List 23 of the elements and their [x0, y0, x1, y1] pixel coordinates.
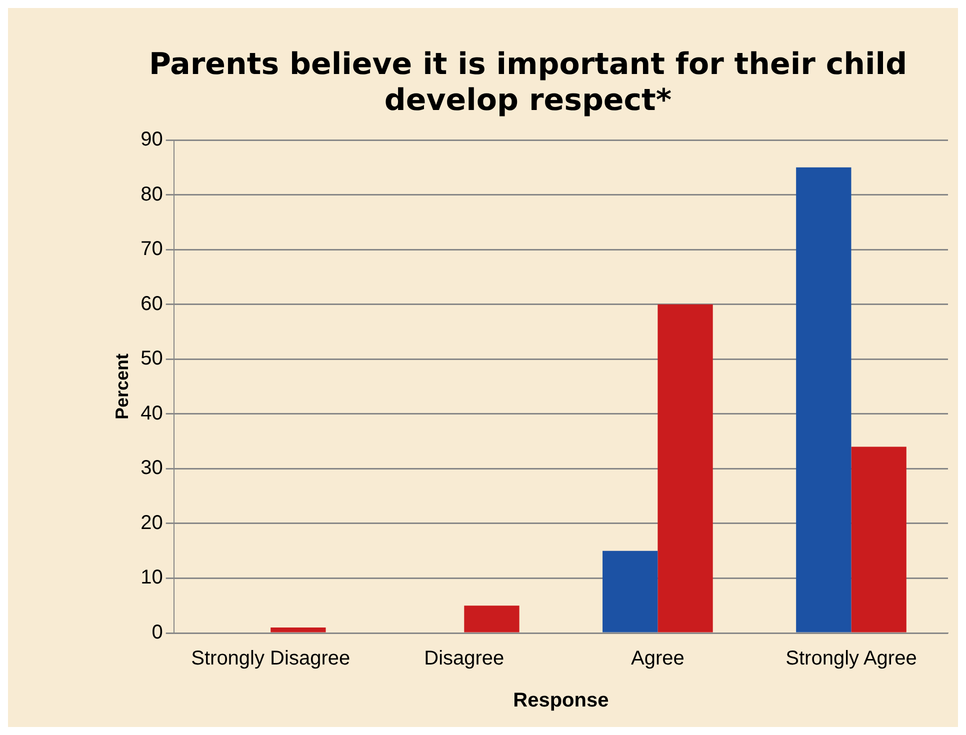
y-tick-label: 30	[140, 457, 163, 480]
y-tick-label: 50	[140, 348, 163, 370]
y-tick-label: 20	[140, 512, 163, 534]
bar	[464, 606, 520, 632]
bar	[796, 167, 852, 632]
y-tick-label: 0	[152, 622, 163, 644]
y-tick-label: 60	[140, 292, 163, 315]
chart-title: Parents believe it is important for their child develop respect*	[148, 46, 908, 118]
x-tick-label: Strongly Disagree	[191, 648, 350, 670]
x-axis-title: Response	[513, 690, 609, 712]
y-tick-label: 80	[140, 183, 163, 206]
y-tick-label: 90	[140, 128, 163, 151]
bar	[270, 628, 326, 632]
bar	[851, 446, 906, 632]
y-tick-label: 10	[140, 566, 163, 589]
y-axis-title: Percent	[112, 353, 132, 420]
y-tick-label: 70	[140, 238, 163, 260]
x-tick-label: Agree	[631, 648, 684, 670]
y-tick-label: 40	[140, 402, 163, 424]
bar	[602, 550, 658, 632]
x-tick-label: Strongly Agree	[786, 648, 917, 670]
bar	[658, 304, 713, 632]
x-tick-label: Disagree	[424, 648, 504, 670]
